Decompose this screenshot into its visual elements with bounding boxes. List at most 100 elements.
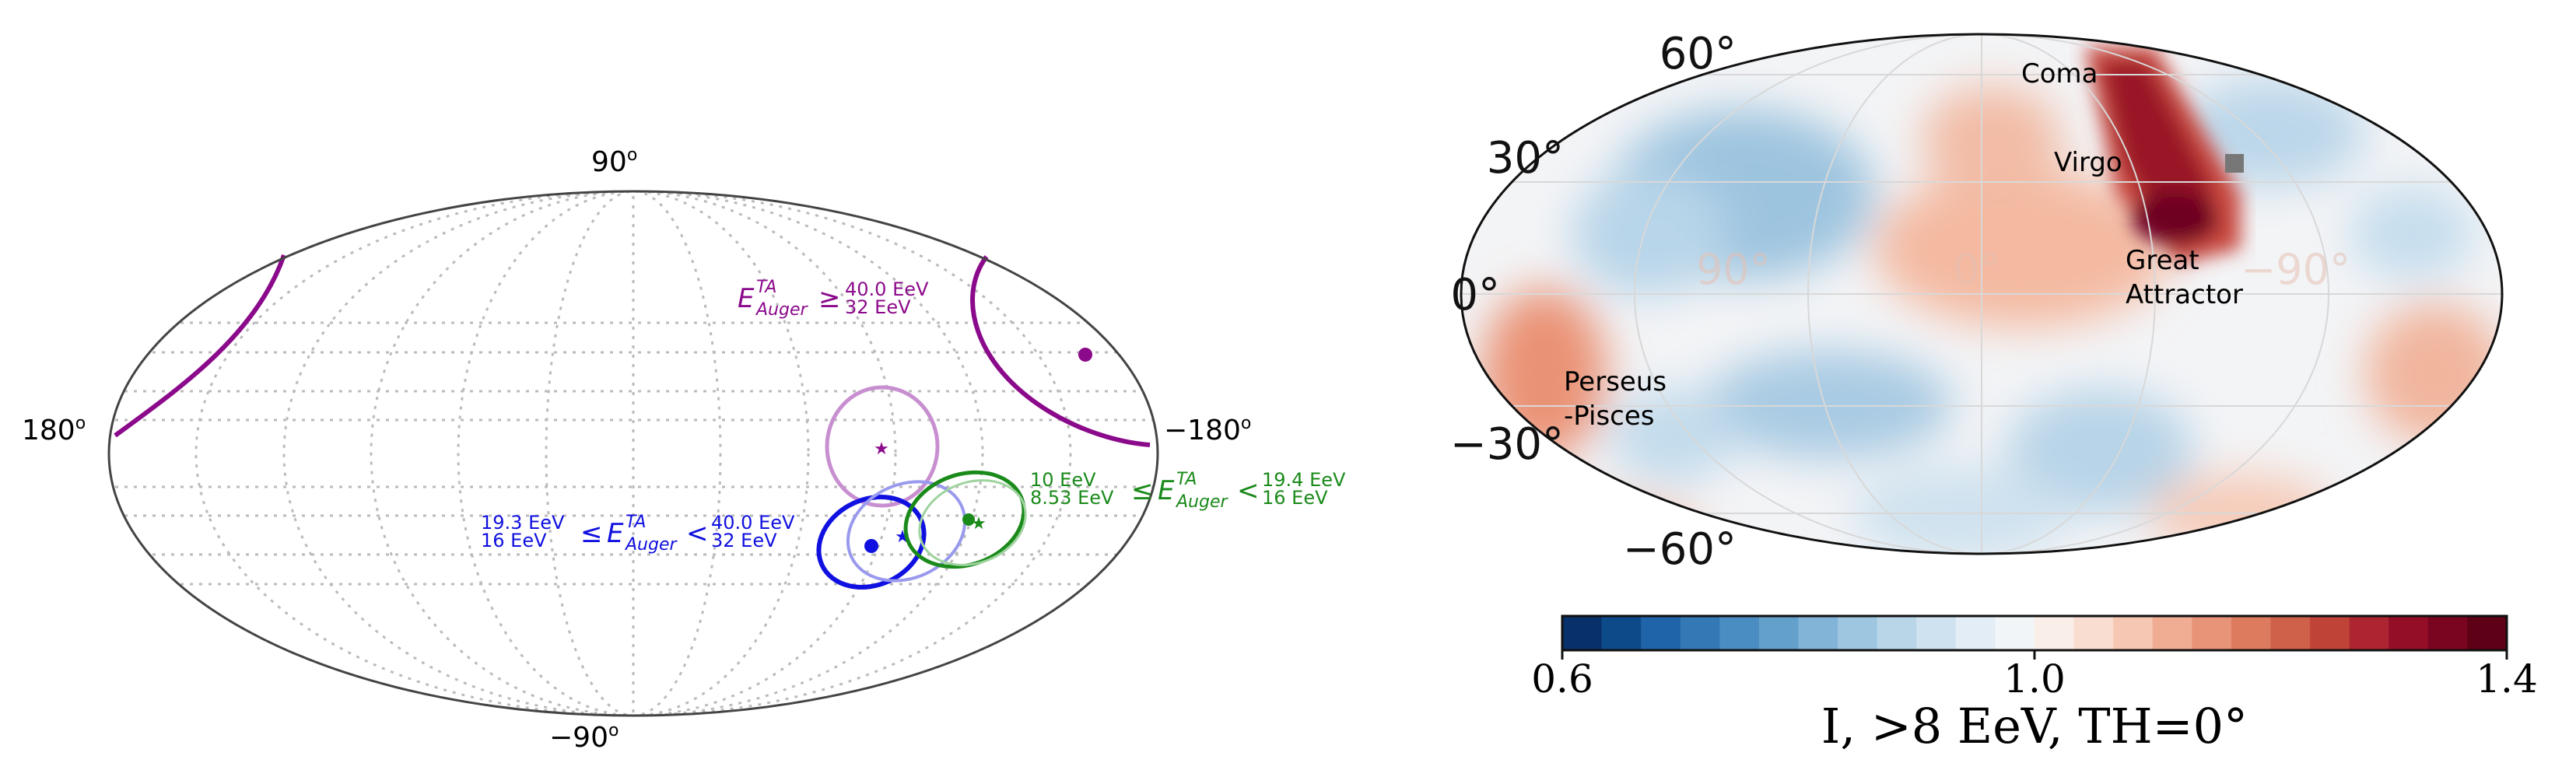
purple-contour-right xyxy=(970,255,1151,447)
blob-blue-se xyxy=(2007,389,2194,513)
right-skymap: 90° 0° −90° 60° 30° 0° −30° −60° Coma Vi… xyxy=(1450,29,2538,754)
annotation-pisces: -Pisces xyxy=(1564,401,1655,432)
colorbar-swatch xyxy=(1955,616,1996,650)
lat-label-minus30: −30° xyxy=(1450,419,1564,470)
faint-lon-labels: 90° 0° −90° xyxy=(1696,245,2350,294)
rgrid-lon-120 xyxy=(1634,34,2329,554)
left-frame xyxy=(107,190,1159,717)
ridge-peak xyxy=(2132,191,2217,245)
faint-lon-90: 90° xyxy=(1696,245,1771,294)
green-ellipse-2sigma xyxy=(918,479,1027,566)
purple-dot xyxy=(1078,348,1092,362)
colorbar: 0.6 1.0 1.4 I, >8 EeV, TH=0° xyxy=(1531,614,2538,754)
grid-lon-150 xyxy=(195,191,1072,716)
blue-label-rel2: < xyxy=(686,518,709,549)
colorbar-swatch xyxy=(1562,616,1603,650)
blue-label-frac-top-left: 19.3 EeV xyxy=(481,512,565,534)
green-label-rel2: < xyxy=(1237,475,1260,506)
grid-lon-60 xyxy=(457,191,810,716)
tick-lon-left: 180o xyxy=(22,414,86,446)
purple-contour-left xyxy=(114,254,286,438)
lat-label-0: 0° xyxy=(1450,270,1500,320)
blue-label-frac-bottom-left: 16 EeV xyxy=(481,530,547,551)
lat-label-60: 60° xyxy=(1660,29,1737,79)
green-label-frac-bottom: 16 EeV xyxy=(1262,487,1328,509)
grid-lon-120 xyxy=(282,191,984,716)
green-star: ★ xyxy=(971,514,987,534)
purple-label-sub: Auger xyxy=(755,300,808,320)
blue-label-E: E xyxy=(607,518,624,549)
tick-lat-bottom: −90o xyxy=(549,721,619,754)
colorbar-swatch xyxy=(1758,616,1800,650)
colorbar-swatch xyxy=(2427,616,2469,650)
colorbar-swatch xyxy=(1995,616,2035,650)
left-grid xyxy=(109,191,1158,716)
colorbar-swatch xyxy=(1680,616,1720,650)
blue-label-sub: Auger xyxy=(624,535,678,555)
left-skymap: ★ ★ ★ 90o −90o 180o −180o E TA Auger ≥ 4… xyxy=(22,145,1346,754)
lat-label-minus60: −60° xyxy=(1623,524,1737,575)
faint-lon-0: 0° xyxy=(1953,245,2000,294)
lat-label-30: 30° xyxy=(1487,133,1564,184)
blue-dot xyxy=(864,539,878,553)
blue-ellipse-2sigma xyxy=(846,480,967,583)
colorbar-swatch xyxy=(1719,616,1760,650)
colorbar-swatch xyxy=(1877,616,1917,650)
purple-label-frac-top: 40.0 EeV xyxy=(845,278,929,300)
purple-star: ★ xyxy=(874,439,889,459)
annotation-attractor: Attractor xyxy=(2126,279,2243,310)
colorbar-swatch xyxy=(2035,616,2075,650)
colorbar-swatch xyxy=(1798,616,1838,650)
colorbar-swatch xyxy=(2152,616,2192,650)
rgrid-lon-60 xyxy=(1807,34,2156,554)
green-label-frac-top: 19.4 EeV xyxy=(1262,469,1346,491)
colorbar-swatch xyxy=(2270,616,2311,650)
blob-blue-sw xyxy=(1704,350,1953,459)
colorbar-swatch xyxy=(2231,616,2272,650)
blob-blue-s xyxy=(1610,389,1735,482)
green-legend-label: 10 EeV 8.53 EeV ≤ E TA Auger < 19.4 EeV … xyxy=(1030,469,1346,512)
colorbar-swatch xyxy=(1838,616,1878,650)
blob-blue-e xyxy=(2350,187,2474,280)
annotation-coma: Coma xyxy=(2021,58,2098,89)
green-label-E: E xyxy=(1158,475,1175,506)
colorbar-swatch xyxy=(2310,616,2350,650)
grid-lon-30 xyxy=(545,191,722,716)
blob-red-central xyxy=(1875,171,2171,327)
blue-legend-label: 19.3 EeV 16 EeV ≤ E TA Auger < 40.0 EeV … xyxy=(481,512,795,555)
blue-label-frac-bottom: 32 EeV xyxy=(711,530,777,551)
colorbar-swatch xyxy=(1641,616,1681,650)
purple-label-sup: TA xyxy=(756,278,776,297)
blob-blue-w xyxy=(1572,171,1727,296)
heatmap-ridge xyxy=(2085,47,2241,264)
colorbar-swatch xyxy=(2192,616,2232,650)
purple-label-rel: ≥ xyxy=(818,283,841,314)
colorbar-label-min: 0.6 xyxy=(1531,656,1593,702)
colorbar-label-mid: 1.0 xyxy=(2003,656,2066,702)
colorbar-swatch xyxy=(2349,616,2389,650)
colorbar-title: I, >8 EeV, TH=0° xyxy=(1821,698,2248,754)
annotation-perseus: Perseus xyxy=(1564,366,1667,397)
gray-square-marker xyxy=(2225,154,2244,173)
colorbar-swatch xyxy=(1916,616,1957,650)
green-label-frac-top-left: 10 EeV xyxy=(1030,469,1096,491)
green-label-sup: TA xyxy=(1176,470,1197,489)
right-frame xyxy=(1460,33,2504,555)
tick-lon-right: −180o xyxy=(1164,414,1251,446)
blue-label-sup: TA xyxy=(626,513,646,532)
tick-lat-top: 90o xyxy=(591,145,637,178)
green-label-frac-bottom-left: 8.53 EeV xyxy=(1030,487,1114,509)
colorbar-swatch xyxy=(2073,616,2114,650)
colorbar-swatch xyxy=(2467,616,2508,650)
colorbar-swatches xyxy=(1562,616,2508,650)
colorbar-swatch xyxy=(2113,616,2154,650)
blob-red-north xyxy=(1922,86,2062,194)
grid-lon-90 xyxy=(370,191,897,716)
green-label-rel: ≤ xyxy=(1131,475,1154,506)
colorbar-label-max: 1.4 xyxy=(2476,656,2538,702)
blue-label-rel: ≤ xyxy=(580,518,603,549)
faint-lon-minus90: −90° xyxy=(2241,245,2350,294)
blue-label-frac-top: 40.0 EeV xyxy=(711,512,795,534)
lat-labels: 60° 30° 0° −30° −60° xyxy=(1450,29,1737,575)
